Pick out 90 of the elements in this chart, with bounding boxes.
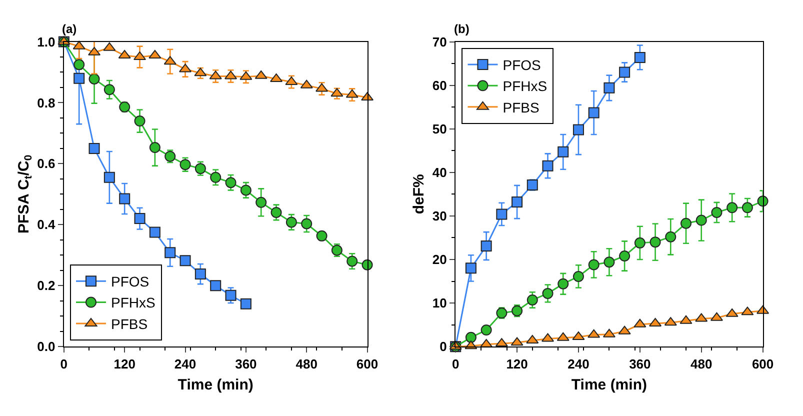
point (346, 256, 358, 267)
point (240, 298, 252, 310)
point (74, 72, 85, 84)
point (210, 280, 222, 292)
point (270, 206, 282, 218)
point (164, 247, 176, 258)
point (650, 236, 661, 248)
y-tick-label: 40 (432, 164, 447, 180)
point (465, 332, 476, 343)
point (88, 73, 100, 84)
x-tick-label: 480 (296, 356, 318, 372)
point (634, 237, 646, 248)
x-tick-label: 0 (60, 356, 68, 372)
point (301, 218, 312, 230)
point (619, 66, 630, 78)
x-axis-title: Time (min) (178, 376, 254, 394)
chart-title: (b) (454, 22, 470, 36)
x-tick-label: 120 (114, 356, 136, 372)
point (696, 214, 707, 226)
point (465, 262, 476, 274)
point (286, 216, 297, 228)
x-tick-label: 0 (452, 356, 460, 372)
point (496, 208, 508, 220)
x-tick-label: 480 (690, 356, 712, 372)
point (726, 202, 738, 214)
y-tick-label: 0.8 (37, 95, 56, 110)
point (526, 294, 538, 306)
legend-label: PFOS (110, 274, 150, 290)
legend-label: PFHxS (502, 78, 548, 94)
point (104, 172, 115, 183)
legend-label: PFBS (110, 316, 148, 332)
y-tick-label: 0.0 (37, 339, 56, 354)
point (619, 250, 630, 262)
point (119, 193, 130, 204)
point (711, 206, 722, 218)
point (225, 290, 236, 301)
point (225, 177, 236, 188)
legend-label: PFOS (502, 56, 541, 73)
y-axis-title: deF% (410, 174, 428, 214)
y-tick-label: 30 (432, 208, 447, 224)
point (134, 116, 146, 127)
point (149, 142, 160, 154)
point (194, 268, 206, 280)
point (88, 142, 100, 154)
x-tick-label: 600 (752, 356, 774, 372)
point (665, 231, 676, 242)
point (240, 184, 252, 196)
point (572, 124, 584, 136)
point (604, 256, 615, 268)
point (149, 226, 160, 238)
point (572, 270, 584, 282)
y-tick-label: 0 (440, 339, 447, 354)
legend-label: PFHxS (110, 294, 156, 311)
point (558, 278, 569, 290)
x-tick-label: 120 (506, 356, 528, 372)
x-tick-label: 240 (174, 356, 196, 372)
chart-title: (a) (62, 22, 77, 36)
y-tick-label: 50 (432, 121, 447, 136)
point (604, 82, 615, 94)
point (542, 160, 554, 172)
y-tick-label: 60 (432, 78, 447, 93)
point (104, 84, 115, 96)
point (512, 196, 523, 208)
y-tick-label: 10 (432, 296, 447, 311)
y-tick-label: 1.0 (37, 34, 56, 50)
x-tick-label: 360 (235, 356, 257, 372)
point (480, 240, 492, 252)
y-tick-label: 0.2 (37, 278, 56, 294)
x-tick-label: 240 (568, 356, 590, 372)
point (742, 202, 753, 214)
point (588, 259, 600, 270)
legend-label: PFBS (502, 99, 540, 116)
point (362, 259, 373, 270)
x-axis-title: Time (min) (571, 376, 647, 394)
point (134, 213, 146, 224)
point (634, 52, 646, 63)
y-tick-label: 70 (432, 34, 447, 50)
point (316, 230, 328, 242)
point (558, 146, 569, 158)
y-tick-label: 0.6 (37, 156, 56, 172)
x-tick-label: 360 (629, 356, 651, 372)
point (210, 172, 222, 183)
point (480, 324, 492, 336)
point (680, 218, 692, 229)
point (256, 196, 267, 208)
point (588, 107, 600, 118)
y-tick-label: 0.4 (37, 217, 56, 232)
point (542, 288, 554, 299)
x-tick-label: 600 (356, 356, 378, 372)
y-tick-label: 20 (432, 252, 447, 268)
